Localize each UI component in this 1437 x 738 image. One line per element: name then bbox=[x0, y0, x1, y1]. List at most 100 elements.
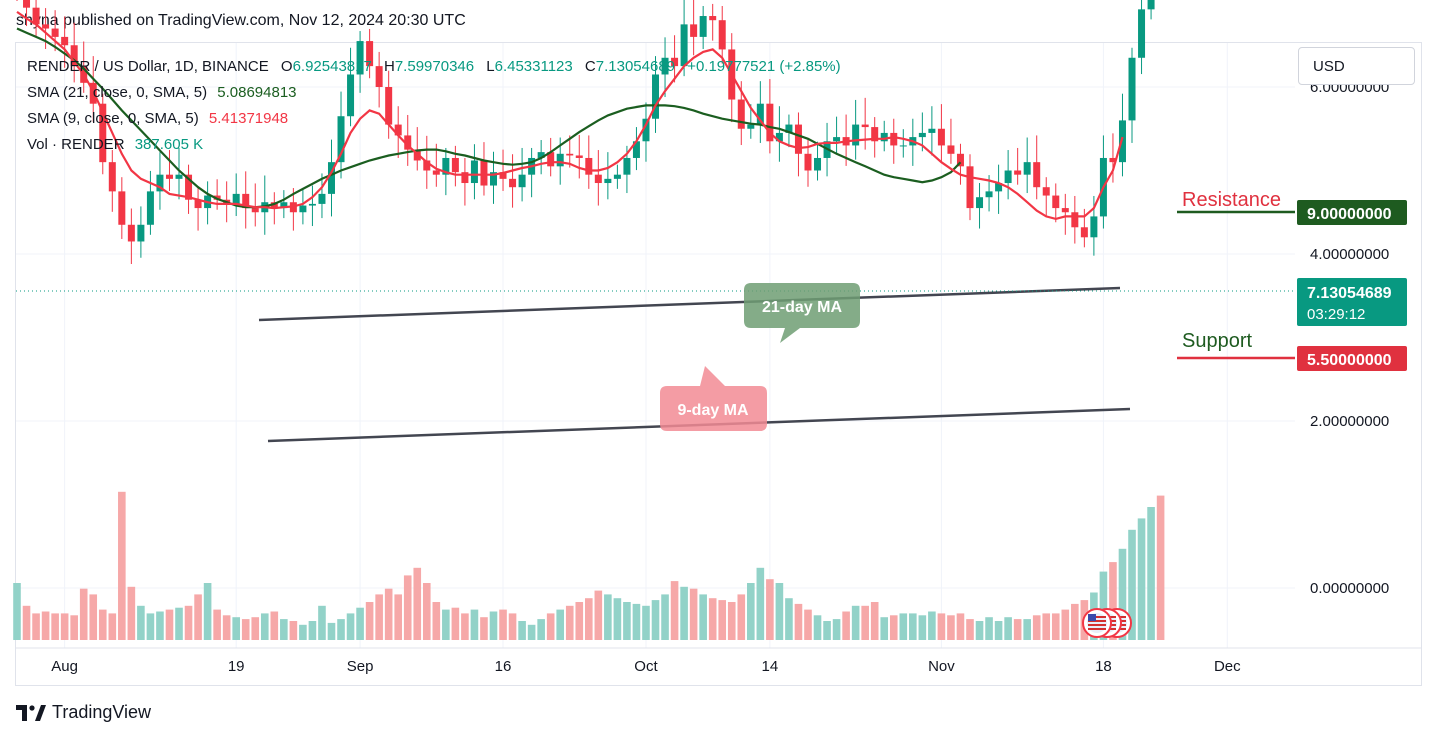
volume-bar bbox=[127, 586, 136, 640]
volume-bar bbox=[775, 583, 784, 640]
volume-bar bbox=[41, 611, 50, 640]
candle-body bbox=[861, 124, 869, 128]
volume-bar bbox=[241, 619, 250, 640]
volume-bar bbox=[375, 594, 383, 640]
publisher-line: shyna published on TradingView.com, Nov … bbox=[16, 12, 466, 29]
volume-bar bbox=[537, 619, 545, 640]
price-tick-label: 2.00000000 bbox=[1310, 413, 1389, 430]
candle-body bbox=[1109, 157, 1117, 163]
volume-bar bbox=[546, 613, 555, 640]
volume-bar bbox=[527, 624, 536, 640]
volume-bar bbox=[718, 600, 727, 640]
candle-body bbox=[108, 162, 116, 192]
volume-bar bbox=[489, 611, 498, 640]
time-tick-label: Oct bbox=[634, 658, 658, 675]
candle-body bbox=[652, 74, 660, 119]
candle-body bbox=[42, 24, 50, 29]
legend-low-value: 6.45331123 bbox=[494, 58, 573, 75]
candle-body bbox=[880, 132, 888, 142]
us-flag-stripe bbox=[1088, 620, 1106, 622]
candle-body bbox=[23, 0, 31, 8]
candle-body bbox=[1138, 9, 1146, 58]
legend-vol-value: 387.605 K bbox=[134, 136, 204, 153]
candle-body bbox=[461, 172, 469, 184]
volume-bar bbox=[861, 605, 869, 640]
candle-body bbox=[1061, 208, 1069, 213]
candle-body bbox=[585, 157, 593, 175]
candle-body bbox=[690, 24, 698, 37]
candle-body bbox=[566, 153, 574, 156]
volume-bar bbox=[1118, 548, 1127, 640]
last-price-value: 7.13054689 bbox=[1307, 285, 1392, 302]
candle-body bbox=[537, 152, 545, 158]
candle-body bbox=[270, 202, 278, 209]
volume-bar bbox=[518, 621, 526, 640]
volume-bar bbox=[823, 621, 831, 640]
candle-body bbox=[499, 172, 507, 179]
currency-button[interactable]: USD bbox=[1298, 47, 1415, 85]
candle-body bbox=[1042, 187, 1050, 196]
candle-body bbox=[70, 45, 78, 67]
volume-bar bbox=[956, 613, 965, 640]
volume-bar bbox=[680, 586, 688, 640]
overlays: 21-day MA 9-day MA Resistance 9.00000000 Sup… bbox=[16, 189, 1407, 638]
candle-body bbox=[518, 174, 526, 188]
candle-body bbox=[32, 7, 40, 25]
volume-bar bbox=[337, 619, 345, 640]
candle-body bbox=[804, 153, 812, 171]
candle-body bbox=[852, 124, 860, 146]
candle-body bbox=[423, 160, 431, 171]
volume-bar bbox=[661, 594, 669, 640]
volume-bar bbox=[966, 619, 974, 640]
candle-body bbox=[604, 178, 612, 184]
legend-close-value: 7.13054689 bbox=[595, 58, 676, 75]
us-flag-stripe bbox=[1088, 624, 1106, 626]
volume-bar bbox=[327, 622, 336, 640]
footer-brand[interactable]: TradingView bbox=[16, 702, 151, 723]
candle-body bbox=[356, 41, 364, 75]
chart-legend: RENDER / US Dollar, 1D, BINANCE O6.92543… bbox=[27, 54, 841, 158]
candle-body bbox=[709, 16, 717, 21]
volume-bar bbox=[89, 594, 98, 640]
volume-bar bbox=[165, 609, 174, 640]
volume-bar bbox=[318, 605, 326, 640]
time-tick-label: Nov bbox=[928, 658, 955, 675]
candle-body bbox=[1128, 57, 1136, 121]
volume-bar bbox=[842, 611, 850, 640]
volume-bar bbox=[785, 598, 793, 640]
volume-bar bbox=[794, 603, 803, 640]
candle-body bbox=[51, 28, 59, 37]
volume-bar bbox=[194, 594, 202, 640]
candle-body bbox=[213, 195, 221, 200]
candle-body bbox=[966, 166, 974, 209]
volume-bar bbox=[461, 613, 469, 640]
candle-body bbox=[1052, 195, 1060, 209]
volume-bar bbox=[556, 609, 565, 640]
volume-bar bbox=[994, 621, 1003, 640]
legend-sma9-row[interactable]: SMA (9, close, 0, SMA, 5) 5.41371948 bbox=[27, 106, 841, 132]
candle-body bbox=[680, 24, 688, 67]
legend-high-label: H bbox=[384, 58, 395, 75]
candle-body bbox=[432, 170, 440, 175]
footer-brand-text: TradingView bbox=[52, 702, 152, 722]
legend-vol-row[interactable]: Vol · RENDER 387.605 K bbox=[27, 132, 841, 158]
candle-body bbox=[99, 103, 107, 163]
legend-open-label: O bbox=[280, 58, 293, 75]
candle-body bbox=[156, 174, 164, 192]
volume-bar bbox=[346, 613, 355, 640]
resistance-price-tag bbox=[1297, 200, 1407, 225]
volume-bar bbox=[623, 602, 631, 640]
volume-bar bbox=[613, 598, 622, 640]
candle-body bbox=[375, 66, 383, 87]
volume-bar bbox=[79, 588, 88, 640]
volume-bar bbox=[213, 609, 221, 640]
candle-body bbox=[794, 124, 802, 154]
candle-body bbox=[1080, 227, 1088, 238]
chart-frame[interactable] bbox=[15, 42, 1422, 686]
volume-bar bbox=[1032, 615, 1041, 640]
legend-sma21-row[interactable]: SMA (21, close, 0, SMA, 5) 5.08694813 bbox=[27, 80, 841, 106]
candle-body bbox=[976, 197, 984, 209]
volume-bar bbox=[1013, 619, 1022, 640]
candle-body bbox=[509, 178, 517, 188]
